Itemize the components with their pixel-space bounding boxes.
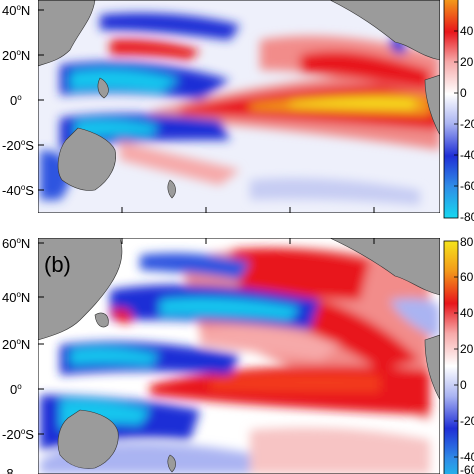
panel-a: 40oN 20oN 0o -20oS -40oS 40 20 0 -20 -40… xyxy=(2,0,474,224)
lat-label-a-0: 40oN xyxy=(2,3,30,18)
cb-b-tick-4: 0 xyxy=(460,378,467,392)
cb-b-tick-5: -20 xyxy=(460,414,474,428)
panel-a-axes xyxy=(38,9,375,213)
cb-a-tick-5: -60 xyxy=(460,179,474,193)
cb-b-tick-0: 80 xyxy=(460,235,474,249)
cb-b-tick-1: 60 xyxy=(460,270,474,284)
cb-a-tick-4: -40 xyxy=(460,148,474,162)
cb-a-tick-2: 0 xyxy=(460,86,467,100)
panel-b-field xyxy=(38,238,440,474)
lat-label-b-5: -8 xyxy=(2,466,14,474)
cb-a-tick-6: -80 xyxy=(460,210,474,224)
cb-a-tick-1: 20 xyxy=(460,55,474,69)
lat-label-b-4: -20oS xyxy=(2,427,34,442)
panel-b-lat-labels: 60oN 40oN 20oN 0o -20oS -8 xyxy=(2,236,34,474)
lat-label-a-1: 20oN xyxy=(2,48,30,63)
lat-label-a-4: -40oS xyxy=(2,183,34,198)
lat-label-b-1: 40oN xyxy=(2,290,30,305)
panel-b-axes xyxy=(38,238,375,435)
cb-b-tick-6: -40 xyxy=(460,450,474,464)
panel-b-colorbar: 80 60 40 20 0 -20 -40 -60 xyxy=(443,235,474,474)
cb-b-tick-7: -60 xyxy=(460,463,474,474)
lat-label-b-3: 0o xyxy=(10,382,22,397)
panel-a-field xyxy=(38,0,440,213)
cb-a-tick-0: 40 xyxy=(460,24,474,38)
cb-a-tick-3: -20 xyxy=(460,117,474,131)
cb-b-tick-2: 40 xyxy=(460,306,474,320)
lat-label-b-0: 60oN xyxy=(2,236,30,251)
panel-b-land xyxy=(38,238,440,473)
panel-a-colorbar: 40 20 0 -20 -40 -60 -80 xyxy=(443,0,474,224)
panel-b: (b) 60oN 40oN 20oN 0o -20oS -8 80 60 40 … xyxy=(2,235,474,474)
panel-a-lat-labels: 40oN 20oN 0o -20oS -40oS xyxy=(2,3,34,198)
lat-label-b-2: 20oN xyxy=(2,337,30,352)
lat-label-a-2: 0o xyxy=(10,93,22,108)
cb-b-tick-3: 20 xyxy=(460,342,474,356)
lat-label-a-3: -20oS xyxy=(2,138,34,153)
panel-a-land xyxy=(38,0,440,199)
panel-b-label: (b) xyxy=(44,252,71,277)
